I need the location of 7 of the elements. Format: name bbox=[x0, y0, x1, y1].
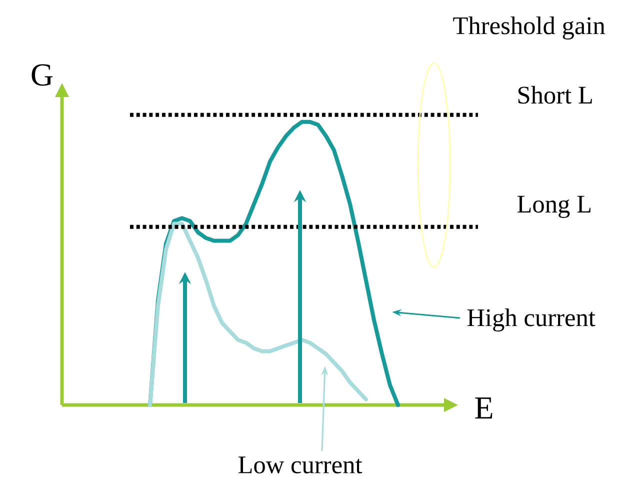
text: Low current bbox=[238, 456, 362, 474]
y-axis-title: G bbox=[32, 64, 53, 86]
text: Threshold gain bbox=[453, 16, 606, 40]
legend-label: High current bbox=[467, 308, 596, 332]
ref-line-label: Short L bbox=[518, 86, 592, 104]
x-axis-title: E bbox=[475, 398, 492, 418]
ref-line-label: Long L bbox=[517, 196, 590, 218]
